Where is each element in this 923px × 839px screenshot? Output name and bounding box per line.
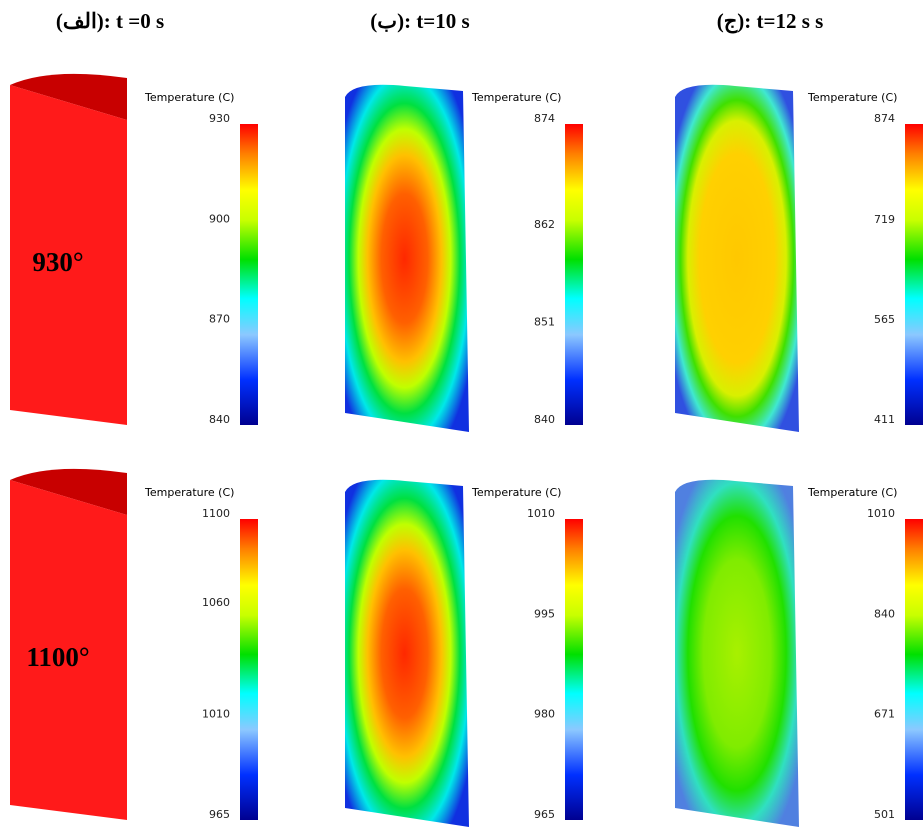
colorbar-tick-label: 840: [209, 413, 230, 426]
column-header: (ب): t=10 s: [370, 9, 469, 33]
colorbar: [905, 124, 923, 425]
temperature-body: [345, 85, 469, 432]
colorbar-tick-label: 870: [209, 313, 230, 326]
colorbar-tick-label: 874: [534, 112, 555, 125]
colorbar-tick-label: 1100: [202, 507, 230, 520]
colorbar-tick-label: 840: [874, 608, 895, 621]
temperature-body: [675, 480, 799, 827]
figure: (الف): t =0 s (ب): t=10 s (ج): t=12 s s 930…: [0, 0, 923, 839]
colorbar-tick-label: 1060: [202, 596, 230, 609]
colorbar-tick-label: 565: [874, 313, 895, 326]
colorbar-tick-label: 501: [874, 808, 895, 821]
colorbar: [565, 124, 583, 425]
colorbar: [240, 124, 258, 425]
colorbar-tick-label: 1010: [867, 507, 895, 520]
temperature-body: [675, 85, 799, 432]
colorbar-tick-label: 851: [534, 316, 555, 329]
colorbar-title: Temperature (C): [144, 91, 234, 104]
temperature-body: [345, 480, 469, 827]
temperature-label: 1100°: [26, 642, 89, 672]
column-header: (الف): t =0 s: [56, 9, 164, 33]
colorbar-title: Temperature (C): [471, 91, 561, 104]
colorbar-tick-label: 900: [209, 212, 230, 225]
colorbar-tick-label: 671: [874, 707, 895, 720]
colorbar-tick-label: 1010: [202, 708, 230, 721]
colorbar-title: Temperature (C): [807, 91, 897, 104]
colorbar-tick-label: 874: [874, 112, 895, 125]
colorbar-tick-label: 930: [209, 112, 230, 125]
content: (الف): t =0 s (ب): t=10 s (ج): t=12 s s 930…: [10, 9, 923, 827]
colorbar-title: Temperature (C): [144, 486, 234, 499]
colorbar-title: Temperature (C): [807, 486, 897, 499]
colorbar: [565, 519, 583, 820]
temperature-label: 930°: [32, 247, 83, 277]
colorbar-tick-label: 862: [534, 218, 555, 231]
colorbar: [905, 519, 923, 820]
colorbar-tick-label: 719: [874, 213, 895, 226]
column-header: (ج): t=12 s s: [717, 9, 824, 34]
colorbar-tick-label: 1010: [527, 507, 555, 520]
colorbar-tick-label: 411: [874, 413, 895, 426]
colorbar-tick-label: 965: [534, 808, 555, 821]
colorbar-tick-label: 995: [534, 607, 555, 620]
colorbar-tick-label: 965: [209, 808, 230, 821]
colorbar: [240, 519, 258, 820]
colorbar-title: Temperature (C): [471, 486, 561, 499]
colorbar-tick-label: 980: [534, 708, 555, 721]
colorbar-tick-label: 840: [534, 413, 555, 426]
